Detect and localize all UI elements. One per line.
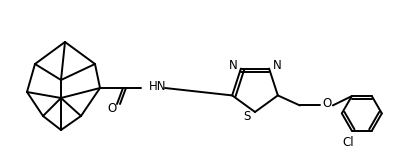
Text: N: N — [228, 59, 237, 72]
Text: S: S — [243, 111, 250, 124]
Text: Cl: Cl — [341, 136, 353, 149]
Text: O: O — [321, 97, 330, 110]
Text: HN: HN — [148, 80, 166, 92]
Text: N: N — [272, 59, 281, 72]
Text: O: O — [107, 103, 116, 116]
